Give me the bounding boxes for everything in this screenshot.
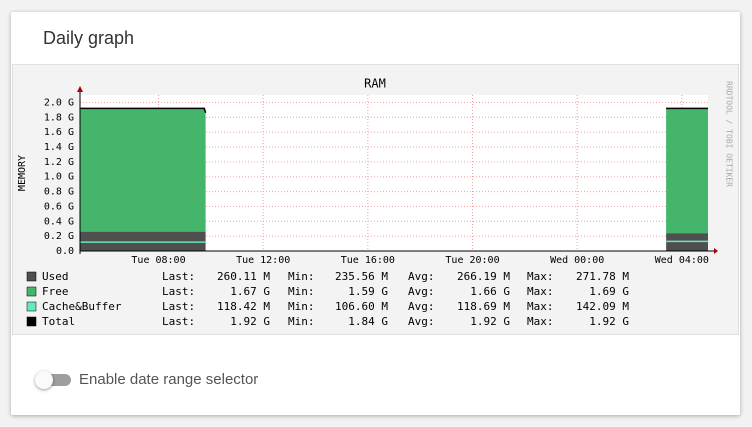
legend-stat-label: Avg: <box>408 270 435 283</box>
card-title: Daily graph <box>43 28 135 48</box>
legend-stat-value: 271.78 M <box>576 270 629 283</box>
y-tick-label: 0.8 G <box>44 187 74 198</box>
legend-label: Cache&Buffer <box>42 300 122 313</box>
legend-stat-label: Min: <box>288 270 315 283</box>
legend-stat-value: 118.69 M <box>457 300 510 313</box>
legend-stat-label: Max: <box>527 315 554 328</box>
legend-stat-label: Max: <box>527 270 554 283</box>
legend-stat-value: 1.84 G <box>348 315 388 328</box>
y-tick-label: 0.0 <box>56 246 74 257</box>
toggle[interactable] <box>35 371 71 389</box>
x-tick-label: Tue 12:00 <box>236 255 290 266</box>
y-tick-label: 0.2 G <box>44 231 74 242</box>
y-tick-label: 1.6 G <box>44 127 74 138</box>
card: Daily graph RAM MEMORY RRDTOOL / TOBI OE… <box>11 12 740 415</box>
axes <box>77 86 718 254</box>
legend-stat-label: Max: <box>527 285 554 298</box>
y-tick-label: 0.4 G <box>44 216 74 227</box>
x-tick-label: Wed 00:00 <box>550 255 604 266</box>
x-tick-label: Wed 04:00 <box>655 255 709 266</box>
toggle-knob <box>35 371 53 389</box>
legend-stat-value: 106.60 M <box>335 300 388 313</box>
legend-stat-value: 266.19 M <box>457 270 510 283</box>
legend-stat-value: 1.92 G <box>230 315 270 328</box>
legend-stat-label: Last: <box>162 285 195 298</box>
legend-stat-label: Min: <box>288 285 315 298</box>
legend-stat-value: 1.92 G <box>589 315 629 328</box>
toggle-label[interactable]: Enable date range selector <box>79 371 259 388</box>
y-tick-label: 1.8 G <box>44 112 74 123</box>
watermark: RRDTOOL / TOBI OETIKER <box>725 81 734 187</box>
x-tick-label: Tue 20:00 <box>445 255 499 266</box>
legend-stat-value: 1.67 G <box>230 285 270 298</box>
y-tick-label: 2.0 G <box>44 97 74 108</box>
legend-stat-value: 142.09 M <box>576 300 629 313</box>
legend-stat-value: 235.56 M <box>335 270 388 283</box>
legend-stat-value: 1.66 G <box>470 285 510 298</box>
legend-label: Used <box>42 270 69 283</box>
x-tick-label: Tue 16:00 <box>341 255 395 266</box>
legend-stat-label: Min: <box>288 315 315 328</box>
legend-label: Total <box>42 315 75 328</box>
legend-swatch <box>26 316 37 327</box>
y-tick-label: 0.6 G <box>44 201 74 212</box>
legend-stat-label: Avg: <box>408 315 435 328</box>
y-tick-label: 1.2 G <box>44 157 74 168</box>
legend-stat-label: Min: <box>288 300 315 313</box>
y-axis-arrow <box>77 86 83 92</box>
marks <box>80 107 708 251</box>
area <box>666 108 708 234</box>
line <box>80 107 207 114</box>
legend-stat-label: Last: <box>162 270 195 283</box>
legend-stat-label: Last: <box>162 300 195 313</box>
legend-stat-label: Last: <box>162 315 195 328</box>
y-tick-label: 1.4 G <box>44 142 74 153</box>
legend-stat-value: 1.69 G <box>589 285 629 298</box>
y-axis-label: MEMORY <box>17 155 28 191</box>
area <box>80 108 206 232</box>
legend-swatch <box>26 286 37 297</box>
x-tick-label: Tue 08:00 <box>131 255 185 266</box>
legend-swatch <box>26 271 37 282</box>
chart: RAM MEMORY RRDTOOL / TOBI OETIKER 0.0 0.2… <box>12 64 739 335</box>
legend-stat-value: 1.59 G <box>348 285 388 298</box>
chart-title: RAM <box>364 77 386 91</box>
legend-label: Free <box>42 285 69 298</box>
legend-stat-label: Avg: <box>408 285 435 298</box>
legend-swatch <box>26 301 37 312</box>
y-tick-label: 1.0 G <box>44 172 74 183</box>
legend-stat-value: 260.11 M <box>217 270 270 283</box>
legend-stat-label: Avg: <box>408 300 435 313</box>
legend-stat-value: 1.92 G <box>470 315 510 328</box>
legend-stat-value: 118.42 M <box>217 300 270 313</box>
labels: 0.0 0.2 G 0.4 G 0.6 G 0.8 G 1.0 G 1.2 G 1.4 G 1.… <box>26 97 709 328</box>
x-axis-arrow <box>714 248 718 254</box>
legend-stat-label: Max: <box>527 300 554 313</box>
